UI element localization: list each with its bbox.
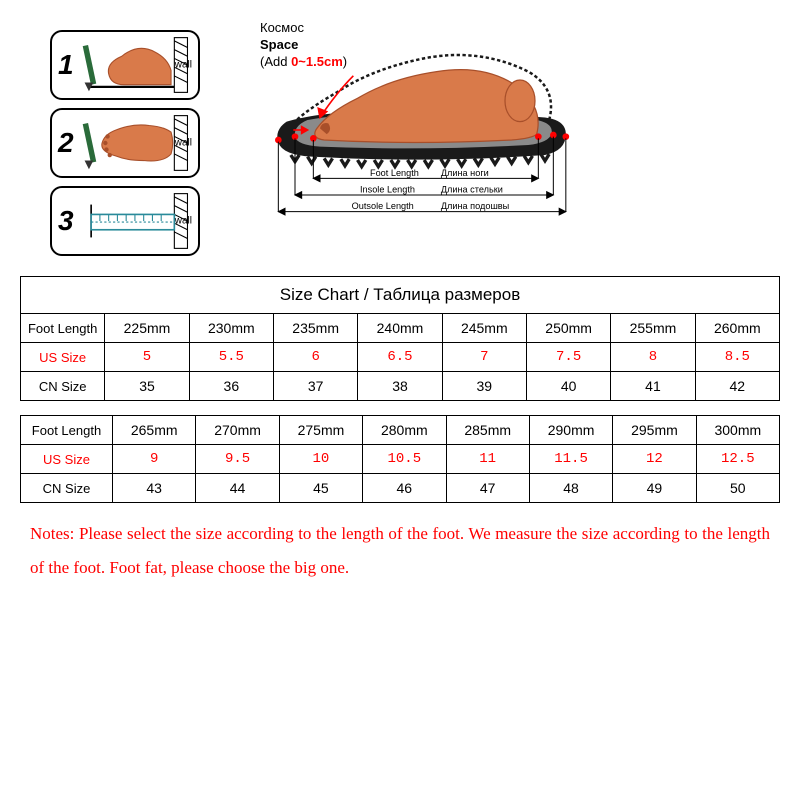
step-1-number: 1 (58, 49, 74, 81)
wall-label-1: wall (175, 60, 192, 71)
foot-length-label: Foot Length (21, 416, 113, 445)
shoe-diagram: Космос Space (Add 0~1.5cm) (230, 20, 780, 256)
step-2-number: 2 (58, 127, 74, 159)
wall-label-3: wall (175, 216, 192, 227)
outsole-length-ru: Длина подошвы (441, 201, 509, 211)
size-chart-table-1: Size Chart / Таблица размеров Foot Lengt… (20, 276, 780, 401)
notes-text: Notes: Please select the size according … (20, 517, 780, 585)
us-size-row-2: US Size 99.5 1010.5 1111.5 1212.5 (21, 445, 780, 474)
foot-length-row-2: Foot Length 265mm270mm 275mm280mm 285mm2… (21, 416, 780, 445)
add-label: (Add 0~1.5cm) (260, 54, 347, 71)
step-3-number: 3 (58, 205, 74, 237)
us-size-row-1: US Size 55.5 66.5 77.5 88.5 (21, 343, 780, 372)
foot-length-ru: Длина ноги (441, 168, 489, 178)
foot-length-en: Foot Length (370, 168, 419, 178)
insole-length-en: Insole Length (360, 185, 415, 195)
size-chart-table-2: Foot Length 265mm270mm 275mm280mm 285mm2… (20, 415, 780, 503)
add-range: 0~1.5cm (291, 54, 343, 69)
wall-label-2: wall (175, 138, 192, 149)
kosmos-label: Космос (260, 20, 347, 37)
foot-length-row-1: Foot Length 225mm230mm 235mm240mm 245mm2… (21, 314, 780, 343)
cn-size-label: CN Size (21, 474, 113, 503)
cn-size-label: CN Size (21, 372, 105, 401)
measurement-steps: 1 wall 2 (50, 20, 200, 256)
us-size-label: US Size (21, 343, 105, 372)
step-1: 1 wall (50, 30, 200, 100)
outsole-length-en: Outsole Length (352, 201, 414, 211)
space-label: Space (260, 37, 347, 54)
foot-length-label: Foot Length (21, 314, 105, 343)
size-chart-title: Size Chart / Таблица размеров (21, 277, 780, 314)
step-3: 3 wall (50, 186, 200, 256)
cn-size-row-1: CN Size 3536 3738 3940 4142 (21, 372, 780, 401)
us-size-label: US Size (21, 445, 113, 474)
insole-length-ru: Длина стельки (441, 185, 503, 195)
cn-size-row-2: CN Size 4344 4546 4748 4950 (21, 474, 780, 503)
step-2: 2 wall (50, 108, 200, 178)
